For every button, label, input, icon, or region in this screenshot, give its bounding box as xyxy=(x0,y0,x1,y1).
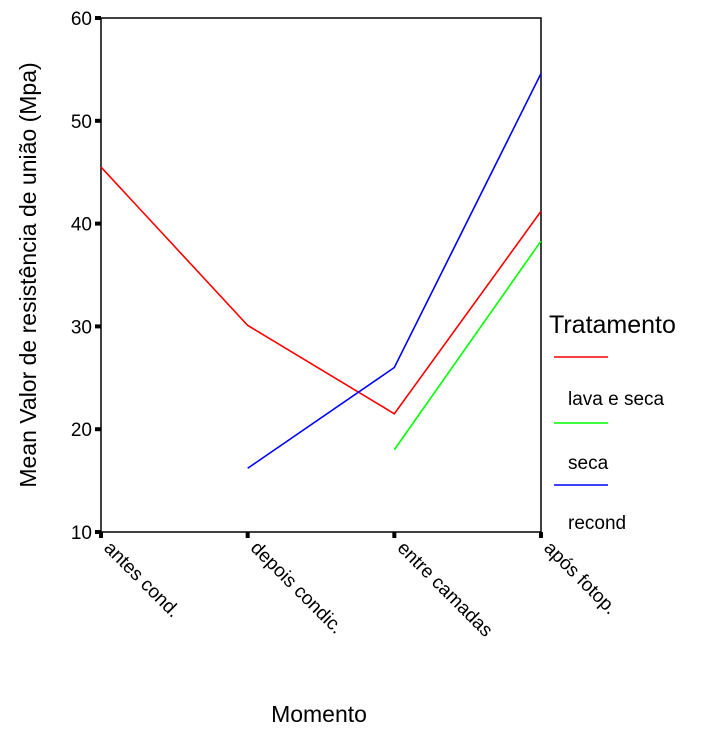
series-line-3 xyxy=(247,73,542,469)
legend-label: recond xyxy=(568,513,626,534)
legend-label: seca xyxy=(568,453,609,474)
y-axis-title: Mean Valor de resistência de união (Mpa) xyxy=(15,62,41,487)
x-tick-label: entre camadas xyxy=(393,538,497,642)
y-tick-label: 50 xyxy=(71,112,92,133)
legend: Tratamento lava e seca seca recond xyxy=(549,311,676,534)
y-axis: 10 20 30 40 50 60 xyxy=(71,9,101,544)
x-tick-label: depois condic. xyxy=(246,538,347,639)
legend-title: Tratamento xyxy=(549,311,676,339)
y-tick-label: 40 xyxy=(71,215,92,236)
plot-frame xyxy=(100,17,542,533)
y-tick-label: 10 xyxy=(71,523,92,544)
y-tick-label: 20 xyxy=(71,420,92,441)
x-tick-label: antes cond. xyxy=(99,538,183,622)
x-tick-label: após fotop. xyxy=(539,538,620,619)
legend-label: lava e seca xyxy=(568,389,665,410)
x-axis: antes cond. depois condic. entre camadas ap… xyxy=(99,532,621,642)
x-axis-title: Momento xyxy=(271,701,367,727)
y-tick-label: 60 xyxy=(71,9,92,30)
y-tick-label: 30 xyxy=(71,317,92,338)
series-line-1 xyxy=(100,166,542,415)
series-line-2 xyxy=(393,240,542,451)
series-lines xyxy=(100,73,542,469)
